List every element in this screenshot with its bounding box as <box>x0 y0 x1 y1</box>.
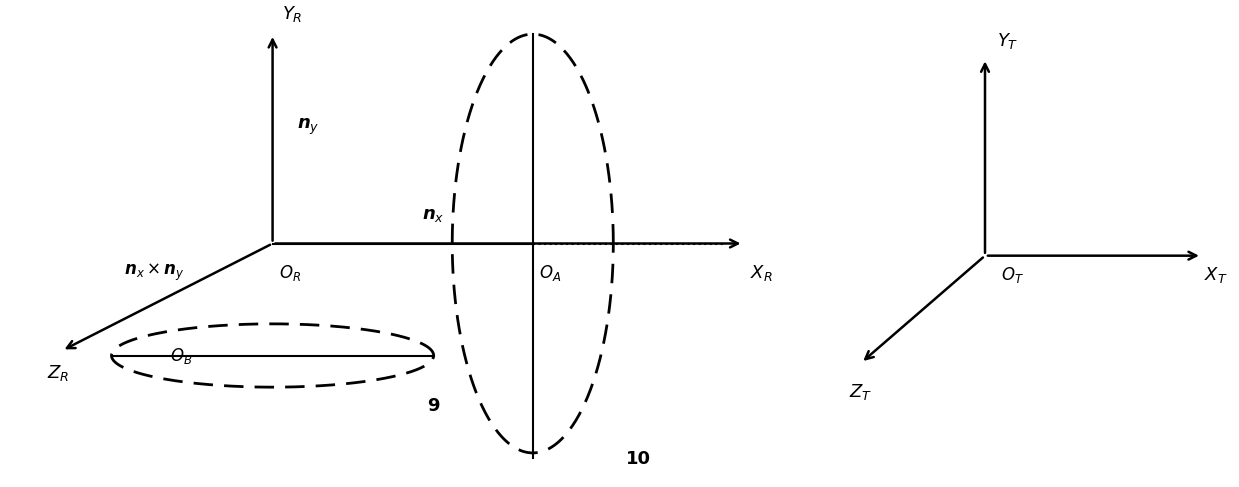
Text: $X_T$: $X_T$ <box>1204 265 1228 285</box>
Text: 9: 9 <box>427 397 440 415</box>
Text: $\boldsymbol{n}_x\times\boldsymbol{n}_y$: $\boldsymbol{n}_x\times\boldsymbol{n}_y$ <box>124 262 185 283</box>
Text: $Z_T$: $Z_T$ <box>849 382 872 402</box>
Text: $Y_T$: $Y_T$ <box>997 31 1018 51</box>
Text: $\boldsymbol{n}_y$: $\boldsymbol{n}_y$ <box>297 116 320 137</box>
Text: $X_R$: $X_R$ <box>750 263 772 283</box>
Text: $O_B$: $O_B$ <box>170 345 192 366</box>
Text: 10: 10 <box>626 450 650 468</box>
Text: $O_T$: $O_T$ <box>1001 265 1025 285</box>
Text: $O_R$: $O_R$ <box>279 263 301 283</box>
Text: $O_A$: $O_A$ <box>539 263 561 283</box>
Text: $Y_R$: $Y_R$ <box>282 4 304 24</box>
Text: $\boldsymbol{n}_x$: $\boldsymbol{n}_x$ <box>422 206 445 224</box>
Text: $Z_R$: $Z_R$ <box>47 363 69 383</box>
